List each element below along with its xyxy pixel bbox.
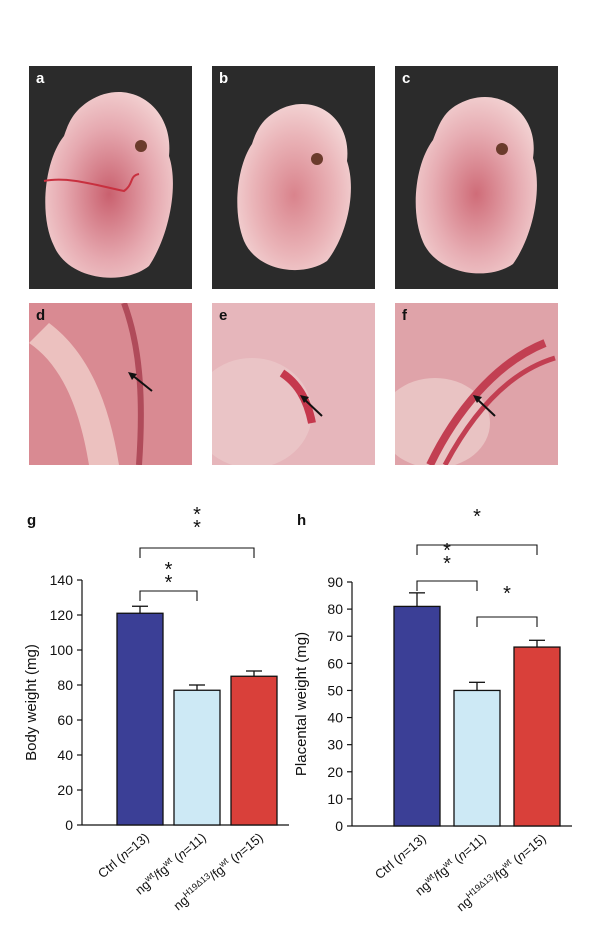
y-tick-label: 0 xyxy=(65,817,73,833)
significance-bracket xyxy=(416,544,538,555)
category-label-sup: H19Δ13 xyxy=(464,872,495,901)
closeup-image-e xyxy=(212,358,323,465)
closeup-image-d xyxy=(29,303,153,465)
panel-label-a: a xyxy=(36,70,45,87)
category-label: Ctrl (n=13) xyxy=(95,830,152,881)
embryo-image-b xyxy=(237,104,351,271)
significance-bracket xyxy=(139,547,255,558)
category-label: Ctrl (n=13) xyxy=(372,831,429,882)
significance-star: * xyxy=(443,540,451,562)
y-axis-label: Body weight (mg) xyxy=(23,644,40,761)
y-tick-label: 90 xyxy=(327,574,343,590)
significance-star: * xyxy=(443,553,451,575)
photo-panel-f: f xyxy=(395,303,558,465)
y-tick-label: 60 xyxy=(57,712,73,728)
chart-h: 0 10 20 30 40 50 60 70 80 90 Placental weight (mg)… xyxy=(293,506,572,914)
photo-panel-e: e xyxy=(212,303,375,465)
bar xyxy=(393,605,441,827)
y-tick-label: 10 xyxy=(327,791,343,807)
photo-panel-b: b xyxy=(212,66,375,289)
y-tick-label: 30 xyxy=(327,737,343,753)
y-tick-label: 80 xyxy=(327,601,343,617)
photo-panel-c: c xyxy=(395,66,558,289)
panel-label-e: e xyxy=(219,307,228,324)
embryo-image-a xyxy=(43,92,173,278)
bar xyxy=(513,646,561,827)
y-axis-label: Placental weight (mg) xyxy=(293,632,310,776)
y-tick-label: 100 xyxy=(50,642,74,658)
bar xyxy=(230,675,278,826)
y-tick-label: 50 xyxy=(327,682,343,698)
significance-bracket xyxy=(139,590,198,601)
bar xyxy=(173,689,221,826)
y-tick-label: 80 xyxy=(57,677,73,693)
significance-star: * xyxy=(193,504,201,526)
y-tick-label: 0 xyxy=(335,818,343,834)
panel-label-d: d xyxy=(36,307,46,324)
category-label-sup: H19Δ13 xyxy=(181,871,212,900)
bar xyxy=(116,612,164,826)
significance-star: * xyxy=(165,559,173,581)
panel-label-b: b xyxy=(219,70,229,87)
significance-star: * xyxy=(503,583,511,605)
significance-star: * xyxy=(193,517,201,539)
significance-bracket xyxy=(476,616,538,627)
photo-panel-d: d xyxy=(29,303,192,465)
bar xyxy=(453,689,501,827)
panel-label-g: g xyxy=(27,512,37,529)
chart-g: 0 20 40 60 80 100 120 140 Body weight (mg) Ctrl (… xyxy=(23,504,289,913)
significance-star: * xyxy=(473,506,481,528)
closeup-image-f xyxy=(395,339,556,465)
y-tick-label: 140 xyxy=(50,572,74,588)
y-tick-label: 60 xyxy=(327,655,343,671)
y-tick-label: 120 xyxy=(50,607,74,623)
panel-label-f: f xyxy=(402,307,407,324)
panel-label-c: c xyxy=(402,70,411,87)
y-tick-label: 20 xyxy=(327,764,343,780)
y-tick-label: 70 xyxy=(327,628,343,644)
panel-label-h: h xyxy=(297,512,307,529)
y-tick-label: 40 xyxy=(57,747,73,763)
significance-bracket xyxy=(416,580,478,591)
y-tick-label: 20 xyxy=(57,782,73,798)
y-tick-label: 40 xyxy=(327,710,343,726)
significance-star: * xyxy=(165,572,173,594)
photo-panel-a: a xyxy=(29,66,192,289)
embryo-image-c xyxy=(415,96,537,274)
